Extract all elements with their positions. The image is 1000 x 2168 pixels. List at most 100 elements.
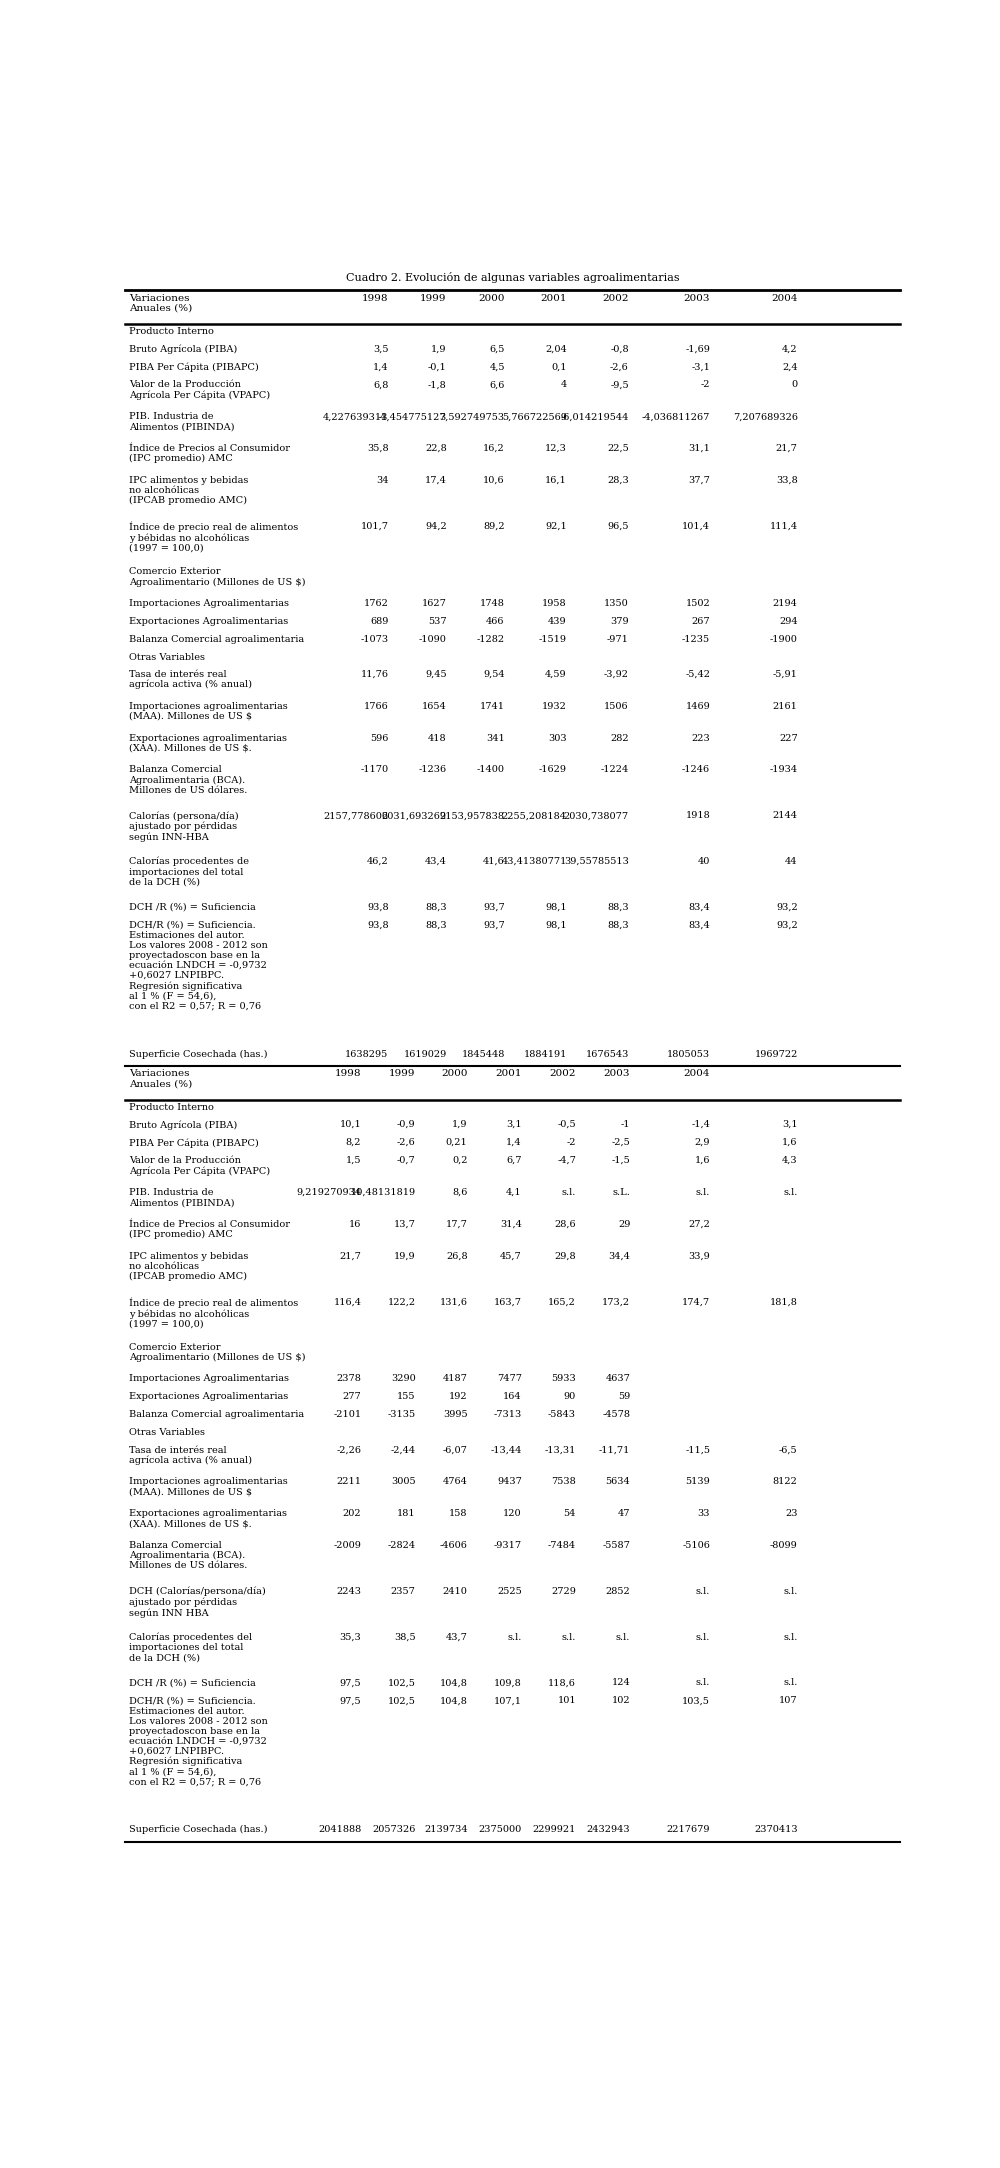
Text: -9,5: -9,5 bbox=[610, 379, 629, 390]
Text: 2243: 2243 bbox=[336, 1587, 361, 1596]
Text: Otras Variables: Otras Variables bbox=[129, 653, 205, 661]
Text: 466: 466 bbox=[486, 616, 505, 627]
Text: -4,454775127: -4,454775127 bbox=[378, 412, 447, 421]
Text: 2001: 2001 bbox=[540, 293, 567, 304]
Text: s.l.: s.l. bbox=[783, 1633, 798, 1641]
Text: 1469: 1469 bbox=[685, 702, 710, 711]
Text: DCH /R (%) = Suficiencia: DCH /R (%) = Suficiencia bbox=[129, 902, 256, 913]
Text: 439: 439 bbox=[548, 616, 567, 627]
Text: -5843: -5843 bbox=[548, 1411, 576, 1420]
Text: -2,6: -2,6 bbox=[397, 1138, 416, 1147]
Text: 59: 59 bbox=[618, 1392, 630, 1401]
Text: DCH/R (%) = Suficiencia.
Estimaciones del autor.
Los valores 2008 - 2012 son
pro: DCH/R (%) = Suficiencia. Estimaciones de… bbox=[129, 1698, 268, 1786]
Text: 109,8: 109,8 bbox=[494, 1678, 522, 1687]
Text: 1918: 1918 bbox=[685, 811, 710, 820]
Text: 418: 418 bbox=[428, 733, 447, 744]
Text: -8099: -8099 bbox=[770, 1541, 798, 1550]
Text: s.l.: s.l. bbox=[696, 1587, 710, 1596]
Text: 0: 0 bbox=[792, 379, 798, 390]
Text: 2002: 2002 bbox=[602, 293, 629, 304]
Text: -1,4: -1,4 bbox=[691, 1121, 710, 1130]
Text: 1,9: 1,9 bbox=[431, 345, 447, 353]
Text: 1999: 1999 bbox=[420, 293, 447, 304]
Text: -2: -2 bbox=[701, 379, 710, 390]
Text: 22,5: 22,5 bbox=[607, 444, 629, 453]
Text: 3,1: 3,1 bbox=[782, 1121, 798, 1130]
Text: 1,4: 1,4 bbox=[506, 1138, 522, 1147]
Text: 21,7: 21,7 bbox=[340, 1251, 361, 1262]
Text: 192: 192 bbox=[449, 1392, 468, 1401]
Text: 1766: 1766 bbox=[364, 702, 388, 711]
Text: -1090: -1090 bbox=[419, 635, 447, 644]
Text: 1805053: 1805053 bbox=[667, 1049, 710, 1058]
Text: -13,31: -13,31 bbox=[545, 1446, 576, 1455]
Text: 5634: 5634 bbox=[606, 1476, 630, 1487]
Text: 103,5: 103,5 bbox=[682, 1698, 710, 1706]
Text: 3,5: 3,5 bbox=[373, 345, 388, 353]
Text: 596: 596 bbox=[370, 733, 388, 744]
Text: 111,4: 111,4 bbox=[770, 522, 798, 531]
Text: -4,036811267: -4,036811267 bbox=[642, 412, 710, 421]
Text: -1900: -1900 bbox=[770, 635, 798, 644]
Text: 13,7: 13,7 bbox=[394, 1221, 416, 1229]
Text: 88,3: 88,3 bbox=[607, 921, 629, 930]
Text: 104,8: 104,8 bbox=[440, 1698, 468, 1706]
Text: -0,5: -0,5 bbox=[557, 1121, 576, 1130]
Text: 94,2: 94,2 bbox=[425, 522, 447, 531]
Text: 2370413: 2370413 bbox=[754, 1825, 798, 1834]
Text: 9,219270934: 9,219270934 bbox=[296, 1188, 361, 1197]
Text: 16,1: 16,1 bbox=[545, 477, 567, 486]
Text: 5139: 5139 bbox=[685, 1476, 710, 1487]
Text: Valor de la Producción
Agrícola Per Cápita (VPAPC): Valor de la Producción Agrícola Per Cápi… bbox=[129, 379, 270, 399]
Text: Cuadro 2. Evolución de algunas variables agroalimentarias: Cuadro 2. Evolución de algunas variables… bbox=[346, 271, 679, 282]
Text: 10,6: 10,6 bbox=[483, 477, 505, 486]
Text: 31,1: 31,1 bbox=[688, 444, 710, 453]
Text: 2000: 2000 bbox=[441, 1069, 468, 1077]
Text: 1741: 1741 bbox=[480, 702, 505, 711]
Text: -5106: -5106 bbox=[682, 1541, 710, 1550]
Text: -7484: -7484 bbox=[548, 1541, 576, 1550]
Text: 8,2: 8,2 bbox=[346, 1138, 361, 1147]
Text: Otras Variables: Otras Variables bbox=[129, 1429, 205, 1437]
Text: -9317: -9317 bbox=[494, 1541, 522, 1550]
Text: -0,8: -0,8 bbox=[610, 345, 629, 353]
Text: 43,4: 43,4 bbox=[425, 856, 447, 865]
Text: -5,42: -5,42 bbox=[685, 670, 710, 679]
Text: 2041888: 2041888 bbox=[318, 1825, 361, 1834]
Text: 88,3: 88,3 bbox=[607, 902, 629, 913]
Text: 2003: 2003 bbox=[684, 293, 710, 304]
Text: 1619029: 1619029 bbox=[403, 1049, 447, 1058]
Text: Exportaciones agroalimentarias
(XAA). Millones de US $.: Exportaciones agroalimentarias (XAA). Mi… bbox=[129, 1509, 287, 1528]
Text: Índice de precio real de alimentos
y bébidas no alcohólicas
(1997 = 100,0): Índice de precio real de alimentos y béb… bbox=[129, 1296, 298, 1329]
Text: -5,91: -5,91 bbox=[773, 670, 798, 679]
Text: 2194: 2194 bbox=[773, 598, 798, 607]
Text: -6,014219544: -6,014219544 bbox=[560, 412, 629, 421]
Text: Exportaciones Agroalimentarias: Exportaciones Agroalimentarias bbox=[129, 1392, 288, 1401]
Text: Tasa de interés real
agrícola activa (% anual): Tasa de interés real agrícola activa (% … bbox=[129, 1446, 252, 1466]
Text: PIBA Per Cápita (PIBAPC): PIBA Per Cápita (PIBAPC) bbox=[129, 362, 259, 373]
Text: Producto Interno: Producto Interno bbox=[129, 1104, 214, 1112]
Text: 22,8: 22,8 bbox=[425, 444, 447, 453]
Text: 341: 341 bbox=[486, 733, 505, 744]
Text: 6,8: 6,8 bbox=[373, 379, 388, 390]
Text: -11,5: -11,5 bbox=[685, 1446, 710, 1455]
Text: 28,6: 28,6 bbox=[554, 1221, 576, 1229]
Text: -0,9: -0,9 bbox=[397, 1121, 416, 1130]
Text: 4,3: 4,3 bbox=[782, 1156, 798, 1164]
Text: 1502: 1502 bbox=[685, 598, 710, 607]
Text: 2410: 2410 bbox=[443, 1587, 468, 1596]
Text: 3,1: 3,1 bbox=[506, 1121, 522, 1130]
Text: 90: 90 bbox=[564, 1392, 576, 1401]
Text: 2357: 2357 bbox=[391, 1587, 416, 1596]
Text: 2852: 2852 bbox=[606, 1587, 630, 1596]
Text: 5,766722569: 5,766722569 bbox=[502, 412, 567, 421]
Text: 93,2: 93,2 bbox=[776, 902, 798, 913]
Text: -2,44: -2,44 bbox=[390, 1446, 416, 1455]
Text: Valor de la Producción
Agrícola Per Cápita (VPAPC): Valor de la Producción Agrícola Per Cápi… bbox=[129, 1156, 270, 1175]
Text: -6,07: -6,07 bbox=[443, 1446, 468, 1455]
Text: -1,5: -1,5 bbox=[612, 1156, 630, 1164]
Text: 98,1: 98,1 bbox=[545, 902, 567, 913]
Text: -971: -971 bbox=[607, 635, 629, 644]
Text: -1224: -1224 bbox=[600, 765, 629, 774]
Text: -1235: -1235 bbox=[682, 635, 710, 644]
